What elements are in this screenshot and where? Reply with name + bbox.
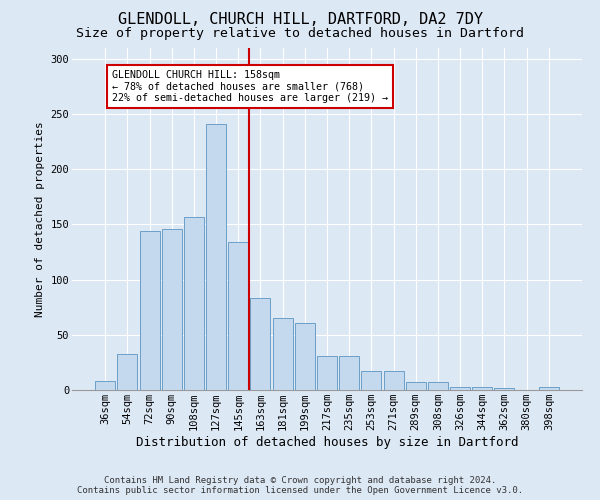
Bar <box>140 231 160 390</box>
Bar <box>162 228 182 390</box>
Bar <box>472 386 492 390</box>
Bar <box>317 356 337 390</box>
Y-axis label: Number of detached properties: Number of detached properties <box>35 121 45 316</box>
Bar <box>272 318 293 390</box>
Bar <box>406 382 426 390</box>
Bar <box>184 216 204 390</box>
Text: Contains HM Land Registry data © Crown copyright and database right 2024.
Contai: Contains HM Land Registry data © Crown c… <box>77 476 523 495</box>
Bar <box>206 124 226 390</box>
Bar <box>339 356 359 390</box>
Bar <box>361 371 382 390</box>
Text: GLENDOLL, CHURCH HILL, DARTFORD, DA2 7DY: GLENDOLL, CHURCH HILL, DARTFORD, DA2 7DY <box>118 12 482 28</box>
Bar <box>95 381 115 390</box>
Bar <box>428 382 448 390</box>
Bar <box>228 242 248 390</box>
Bar <box>450 386 470 390</box>
Bar <box>118 354 137 390</box>
Text: GLENDOLL CHURCH HILL: 158sqm
← 78% of detached houses are smaller (768)
22% of s: GLENDOLL CHURCH HILL: 158sqm ← 78% of de… <box>112 70 388 103</box>
Bar <box>295 322 315 390</box>
X-axis label: Distribution of detached houses by size in Dartford: Distribution of detached houses by size … <box>136 436 518 449</box>
Bar <box>539 386 559 390</box>
Bar <box>383 371 404 390</box>
Text: Size of property relative to detached houses in Dartford: Size of property relative to detached ho… <box>76 28 524 40</box>
Bar <box>494 388 514 390</box>
Bar <box>250 298 271 390</box>
